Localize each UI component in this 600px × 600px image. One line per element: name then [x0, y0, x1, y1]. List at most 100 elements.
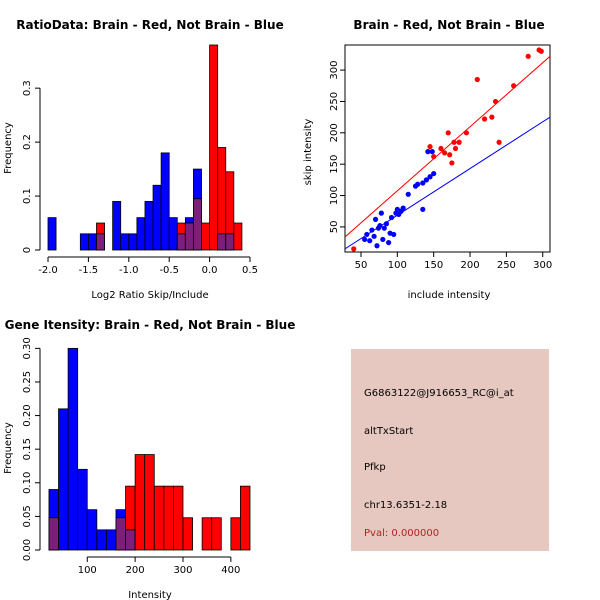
intensity-bar-not-brain: [86, 509, 98, 551]
ratio-histogram-bars: [47, 44, 243, 251]
ratio-bar-brain: [233, 222, 243, 251]
intensity-bar-brain: [173, 485, 184, 551]
scatter-point-not-brain: [364, 231, 370, 238]
scatter-y-tick-label: 150: [329, 155, 340, 174]
scatter-point-not-brain: [372, 216, 379, 222]
scatter-ylabel: skip intensity: [303, 119, 314, 186]
ratio-bar-not-brain: [168, 217, 178, 251]
ratio-histogram-panel: RatioData: Brain - Red, Not Brain - Blue…: [3, 18, 284, 301]
intensity-bar-brain: [134, 454, 146, 551]
intensity-y-tick-label: 0.15: [22, 438, 33, 460]
scatter-point-brain: [492, 98, 499, 105]
intensity-histogram-xlabel: Intensity: [128, 590, 172, 600]
scatter-point-not-brain: [425, 149, 431, 155]
scatter-point-brain: [525, 53, 531, 59]
intensity-histogram-panel: Gene Itensity: Brain - Red, Not Brain - …: [3, 318, 295, 600]
intensity-y-tick-label: 0.05: [22, 505, 33, 527]
scatter-point-brain: [447, 152, 453, 158]
scatter-x-tick-label: 300: [533, 260, 552, 271]
scatter-point-brain: [538, 48, 544, 54]
ratio-bar-overlap: [96, 233, 105, 251]
scatter-point-brain: [441, 150, 448, 156]
scatter-axes: 50 100 150 200 250 300 50 100 150 200 250 300: [329, 61, 552, 271]
scatter-y-tick-label: 250: [329, 92, 340, 111]
ratio-x-tick-label: -1.5: [79, 265, 99, 276]
scatter-point-not-brain: [405, 191, 411, 197]
scatter-point-not-brain: [383, 221, 390, 227]
intensity-histogram-axes: 100 200 300 400 0.00 0.05 0.10 0.15 0.20 0.25 0.30: [22, 337, 240, 576]
scatter-point-brain: [489, 114, 495, 120]
ratio-x-tick-label: 0.0: [202, 265, 218, 276]
scatter-point-brain: [474, 76, 480, 83]
ratio-bar-brain: [201, 222, 211, 251]
ratio-bar-overlap: [184, 222, 194, 251]
ratio-histogram-xlabel: Log2 Ratio Skip/Include: [91, 290, 208, 301]
scatter-fit-line-not-brain: [345, 116, 550, 250]
intensity-x-tick-label: 200: [126, 565, 145, 576]
ratio-y-tick-label: 0: [22, 247, 33, 253]
intensity-bar-brain: [230, 517, 241, 551]
ratio-bar-brain: [209, 44, 219, 251]
scatter-x-tick-label: 150: [424, 260, 443, 271]
scatter-point-not-brain: [380, 236, 386, 243]
scatter-point-brain: [496, 139, 502, 145]
scatter-point-not-brain: [367, 238, 373, 244]
ratio-bar-not-brain: [47, 217, 57, 251]
scatter-point-not-brain: [391, 231, 397, 238]
ratio-bar-overlap: [193, 198, 202, 251]
scatter-point-brain: [445, 130, 451, 136]
intensity-bar-brain: [201, 517, 213, 551]
scatter-point-brain: [511, 83, 517, 89]
intensity-bar-not-brain: [96, 529, 107, 551]
ratio-bar-not-brain: [128, 233, 138, 251]
scatter-points: [351, 47, 544, 252]
ratio-y-tick-label: 0.3: [22, 80, 33, 96]
scatter-point-not-brain: [423, 177, 430, 183]
ratio-bar-not-brain: [120, 233, 130, 251]
scatter-point-brain: [456, 139, 462, 145]
intensity-x-tick-label: 400: [221, 565, 240, 576]
pval-text: Pval: 0.000000: [364, 528, 439, 539]
intensity-bar-brain: [144, 454, 155, 551]
ratio-y-tick-label: 0.2: [22, 134, 33, 150]
scatter-y-tick-label: 100: [329, 186, 340, 205]
intensity-bar-brain: [182, 517, 193, 551]
scatter-title: Brain - Red, Not Brain - Blue: [353, 18, 544, 32]
scatter-point-not-brain: [429, 149, 435, 155]
ratio-x-tick-label: -1.0: [119, 265, 139, 276]
scatter-panel: Brain - Red, Not Brain - Blue include in…: [303, 18, 552, 301]
intensity-y-tick-label: 0.00: [22, 539, 33, 561]
scatter-x-tick-label: 250: [497, 260, 516, 271]
ratio-histogram-ylabel: Frequency: [3, 122, 14, 174]
ratio-bar-not-brain: [79, 233, 89, 251]
ratio-bar-overlap: [217, 233, 227, 251]
ratio-bar-not-brain: [136, 217, 146, 251]
scatter-point-not-brain: [381, 225, 387, 231]
scatter-point-brain: [438, 145, 444, 152]
intensity-bar-overlap: [48, 517, 59, 551]
scatter-point-not-brain: [371, 233, 377, 239]
scatter-point-brain: [351, 246, 357, 252]
ratio-bar-overlap: [176, 233, 186, 251]
scatter-point-not-brain: [420, 180, 426, 186]
gene-name-text: Pfkp: [364, 462, 386, 473]
scatter-point-not-brain: [369, 227, 375, 233]
scatter-point-not-brain: [362, 236, 368, 243]
ratio-bar-not-brain: [88, 233, 97, 251]
intensity-bar-brain: [240, 485, 251, 551]
scatter-point-not-brain: [420, 206, 426, 212]
scatter-point-not-brain: [386, 239, 392, 246]
ratio-bar-not-brain: [160, 152, 170, 251]
ratio-x-tick-label: 0.5: [242, 265, 258, 276]
intensity-x-tick-label: 100: [78, 565, 97, 576]
scatter-point-not-brain: [388, 214, 395, 221]
scatter-point-brain: [431, 154, 437, 160]
intensity-bar-overlap: [125, 529, 136, 551]
ratio-histogram-axes: -2.0 -1.5 -1.0 -0.5 0.0 0.5 0 0.1 0.2 0.3: [22, 80, 258, 276]
ratio-bar-not-brain: [152, 184, 162, 251]
intensity-y-tick-label: 0.25: [22, 371, 33, 393]
intensity-y-tick-label: 0.20: [22, 404, 33, 426]
intensity-bar-brain: [163, 485, 174, 551]
intensity-bar-brain: [153, 485, 165, 551]
